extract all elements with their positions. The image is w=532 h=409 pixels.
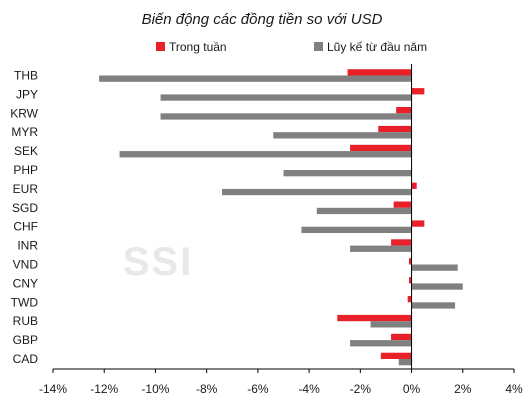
- x-tick-label: 0%: [403, 382, 421, 396]
- bar-weekly-cny: [408, 277, 412, 284]
- chart-title: Biến động các đồng tiền so với USD: [142, 11, 383, 28]
- bar-ytd-gbp: [350, 340, 412, 347]
- bar-weekly-vnd: [408, 258, 412, 265]
- category-label-cad: CAD: [13, 352, 39, 366]
- watermark: SSI: [123, 240, 193, 284]
- bar-ytd-cny: [411, 283, 463, 290]
- category-label-krw: KRW: [10, 106, 38, 120]
- bar-weekly-twd: [407, 296, 412, 303]
- legend-label-weekly: Trong tuần: [169, 40, 227, 54]
- bar-weekly-sgd: [393, 201, 412, 208]
- bar-ytd-inr: [350, 245, 412, 252]
- category-label-sek: SEK: [14, 144, 38, 158]
- category-label-twd: TWD: [11, 295, 39, 309]
- bar-ytd-thb: [99, 75, 412, 82]
- category-label-sgd: SGD: [12, 201, 38, 215]
- x-tick-label: -2%: [350, 382, 372, 396]
- bar-weekly-rub: [337, 314, 412, 322]
- bar-ytd-php: [283, 170, 412, 177]
- bar-weekly-chf: [411, 220, 425, 227]
- bar-weekly-thb: [347, 69, 412, 76]
- x-axis: -14% -12% -10% -8% -6% -4% -2% 0% 2% 4%: [39, 64, 523, 396]
- category-label-jpy: JPY: [16, 87, 38, 101]
- bar-ytd-myr: [273, 132, 412, 139]
- category-label-myr: MYR: [11, 125, 38, 139]
- bar-weekly-jpy: [411, 88, 425, 95]
- bar-weekly-cad: [380, 352, 412, 359]
- x-tick-label: -10%: [141, 382, 169, 396]
- bar-ytd-sgd: [316, 207, 412, 215]
- x-tick-label: -8%: [196, 382, 218, 396]
- legend-swatch-ytd: [314, 42, 323, 51]
- x-tick-label: -14%: [39, 382, 67, 396]
- bar-ytd-jpy: [160, 94, 412, 101]
- bar-ytd-krw: [160, 113, 412, 120]
- category-label-cny: CNY: [13, 276, 38, 290]
- legend-swatch-weekly: [156, 42, 165, 51]
- category-label-vnd: VND: [13, 258, 39, 272]
- bar-ytd-rub: [370, 321, 412, 328]
- category-label-gbp: GBP: [13, 333, 38, 347]
- category-label-chf: CHF: [13, 220, 38, 234]
- legend: Trong tuần Lũy kế từ đầu năm: [156, 40, 427, 54]
- bar-ytd-chf: [301, 226, 412, 233]
- category-label-php: PHP: [13, 163, 38, 177]
- category-label-rub: RUB: [13, 314, 38, 328]
- category-label-eur: EUR: [13, 182, 39, 196]
- legend-label-ytd: Lũy kế từ đầu năm: [327, 40, 427, 54]
- bar-weekly-gbp: [391, 333, 412, 341]
- bar-ytd-sek: [119, 151, 412, 158]
- bar-weekly-inr: [391, 239, 412, 246]
- bar-weekly-myr: [378, 125, 412, 133]
- bars-group: [99, 69, 463, 366]
- x-tick-label: 4%: [505, 382, 523, 396]
- x-tick-label: 2%: [454, 382, 472, 396]
- bar-ytd-vnd: [411, 264, 458, 271]
- bar-weekly-sek: [350, 144, 412, 152]
- x-tick-label: -4%: [298, 382, 320, 396]
- bar-ytd-eur: [222, 188, 412, 196]
- x-tick-label: -12%: [90, 382, 118, 396]
- bar-ytd-cad: [398, 359, 412, 366]
- category-label-thb: THB: [14, 69, 38, 83]
- x-tick-label: -6%: [247, 382, 269, 396]
- category-labels: THB JPY KRW MYR SEK PHP EUR SGD CHF INR VND CNY TWD R…: [10, 69, 38, 367]
- bar-ytd-twd: [411, 302, 456, 309]
- bar-weekly-krw: [396, 107, 412, 114]
- category-label-inr: INR: [17, 239, 38, 253]
- bar-weekly-eur: [411, 182, 417, 189]
